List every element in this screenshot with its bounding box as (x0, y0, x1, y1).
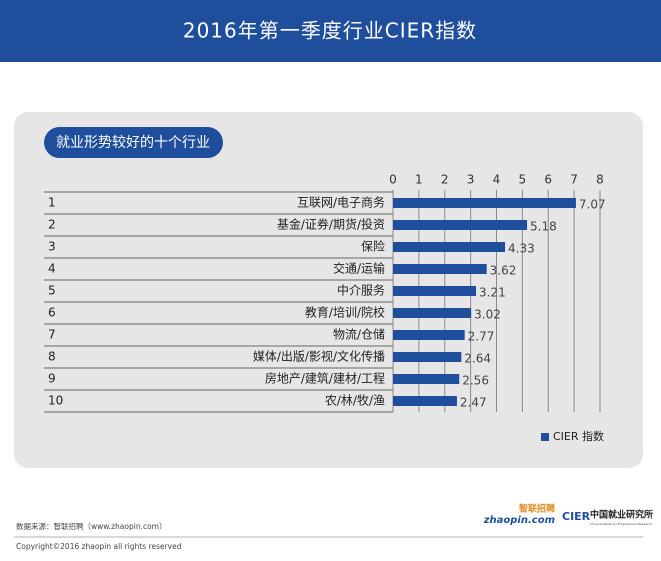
rank-label: 5 (48, 284, 56, 298)
rank-label: 7 (48, 328, 56, 342)
x-tick-label: 8 (596, 173, 604, 187)
x-tick-label: 6 (544, 173, 552, 187)
value-label: 2.47 (460, 396, 487, 410)
rank-label: 10 (48, 394, 63, 408)
copyright: Copyright©2016 zhaopin all rights reserv… (16, 542, 182, 551)
category-label: 交通/运输 (333, 261, 385, 276)
bar (393, 264, 487, 274)
value-label: 7.07 (579, 198, 606, 212)
panel-label-pill (44, 127, 223, 158)
x-tick-label: 4 (493, 173, 501, 187)
panel-label: 就业形势较好的十个行业 (56, 135, 210, 151)
logo2-en: China Institute for Employment Research (590, 522, 652, 526)
rank-label: 1 (48, 196, 56, 210)
x-tick-label: 5 (519, 173, 527, 187)
category-label: 农/林/牧/渔 (325, 394, 385, 408)
bar (393, 198, 576, 208)
rank-label: 8 (48, 350, 56, 364)
bar (393, 396, 457, 406)
legend-label: CIER 指数 (553, 429, 604, 443)
x-tick-label: 1 (415, 173, 423, 187)
rank-label: 4 (48, 262, 56, 276)
rank-label: 2 (48, 218, 56, 232)
bar (393, 242, 506, 252)
category-label: 物流/仓储 (333, 327, 385, 342)
bar (393, 308, 472, 318)
bar (393, 220, 528, 230)
x-tick-label: 7 (570, 173, 578, 187)
logo2-cn: 中国就业研究所 (590, 509, 653, 521)
x-tick-label: 2 (441, 173, 449, 187)
source: 数据来源：智联招聘（www.zhaopin.com） (16, 521, 166, 531)
logo1-cn: 智联招聘 (519, 503, 555, 515)
bar (393, 352, 462, 362)
category-label: 保险 (361, 239, 385, 254)
rank-label: 9 (48, 372, 56, 386)
value-label: 4.33 (508, 242, 535, 256)
category-label: 基金/证券/期货/投资 (277, 217, 385, 232)
category-label: 教育/培训/院校 (305, 305, 385, 320)
value-label: 2.56 (462, 374, 489, 388)
value-label: 3.62 (490, 264, 517, 278)
chart-title: 2016年第一季度行业CIER指数 (183, 19, 477, 43)
category-label: 媒体/出版/影视/文化传播 (253, 349, 385, 364)
value-label: 2.77 (468, 330, 495, 344)
legend-swatch (541, 433, 549, 441)
category-label: 中介服务 (337, 283, 385, 298)
value-label: 2.64 (464, 352, 491, 366)
value-label: 3.21 (479, 286, 506, 300)
value-label: 3.02 (474, 308, 501, 322)
category-label: 互联网/电子商务 (297, 195, 385, 210)
rank-label: 6 (48, 306, 56, 320)
logo1-en: zhaopin.com (483, 515, 555, 526)
value-label: 5.18 (530, 220, 557, 234)
category-label: 房地产/建筑/建材/工程 (265, 371, 385, 386)
rank-label: 3 (48, 240, 56, 254)
x-tick-label: 0 (389, 173, 397, 187)
logo2-mark: CIER (562, 510, 591, 523)
bar (393, 286, 477, 296)
x-tick-label: 3 (467, 173, 475, 187)
bar (393, 374, 460, 384)
bar (393, 330, 465, 340)
header-bar (0, 0, 661, 62)
